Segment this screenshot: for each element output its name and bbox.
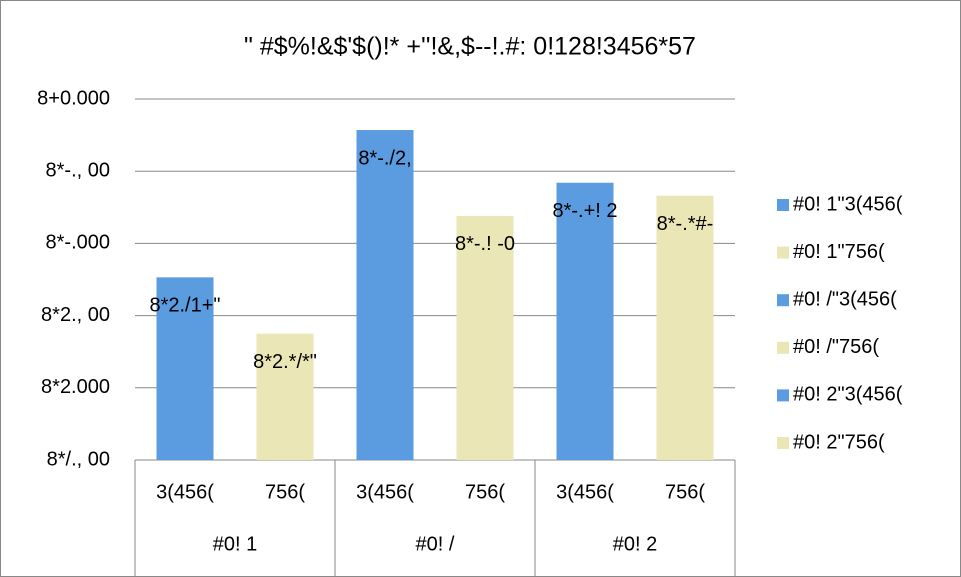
y-tick-label: 8*2., 00 bbox=[41, 304, 110, 326]
legend-label: #0! 1"3(456( bbox=[793, 193, 903, 215]
data-label: 8*-./2, bbox=[358, 147, 411, 169]
y-tick-label: 8*/., 00 bbox=[47, 448, 110, 470]
legend-swatch bbox=[777, 294, 789, 307]
data-label: 8*-.! -0 bbox=[455, 233, 515, 255]
legend-label: #0! /"3(456( bbox=[793, 288, 897, 310]
bar bbox=[656, 195, 714, 461]
legend-label: #0! 1"756( bbox=[793, 241, 885, 263]
legend-swatch bbox=[777, 437, 789, 449]
bar bbox=[456, 215, 514, 460]
data-label: 8*-.*#- bbox=[657, 213, 714, 235]
bar bbox=[256, 333, 314, 460]
legend-label: #0! 2"3(456( bbox=[793, 384, 903, 406]
legend-swatch bbox=[777, 341, 789, 354]
x-tick-label: 3(456( bbox=[556, 481, 614, 503]
legend-label: #0! /"756( bbox=[793, 336, 879, 358]
legend-swatch bbox=[777, 246, 789, 259]
data-label: 8*2.*/*" bbox=[253, 351, 317, 373]
chart-title: " #$%!&$'$()!* +''!&,$--!.#: 0!128!3456*… bbox=[244, 33, 696, 61]
bar bbox=[556, 182, 614, 460]
data-label: 8*-.+! 2 bbox=[552, 200, 617, 222]
bar bbox=[356, 130, 414, 460]
legend-swatch bbox=[777, 389, 789, 402]
y-tick-label: 8*2.000 bbox=[41, 376, 110, 398]
y-tick-label: 8*-.000 bbox=[46, 232, 111, 254]
y-tick-label: 8+0.000 bbox=[37, 87, 110, 109]
group-label: #0! / bbox=[416, 533, 455, 555]
x-tick-label: 756( bbox=[465, 481, 505, 503]
y-tick-label: 8*-., 00 bbox=[46, 159, 110, 181]
legend-label: #0! 2"756( bbox=[793, 431, 885, 453]
legend-swatch bbox=[777, 199, 789, 211]
x-tick-label: 756( bbox=[665, 481, 705, 503]
data-label: 8*2./1+" bbox=[149, 295, 220, 317]
group-label: #0! 1 bbox=[213, 533, 257, 555]
x-tick-label: 756( bbox=[265, 481, 305, 503]
x-tick-label: 3(456( bbox=[356, 481, 414, 503]
group-label: #0! 2 bbox=[613, 533, 657, 555]
x-tick-label: 3(456( bbox=[156, 481, 214, 503]
bar bbox=[156, 277, 214, 460]
